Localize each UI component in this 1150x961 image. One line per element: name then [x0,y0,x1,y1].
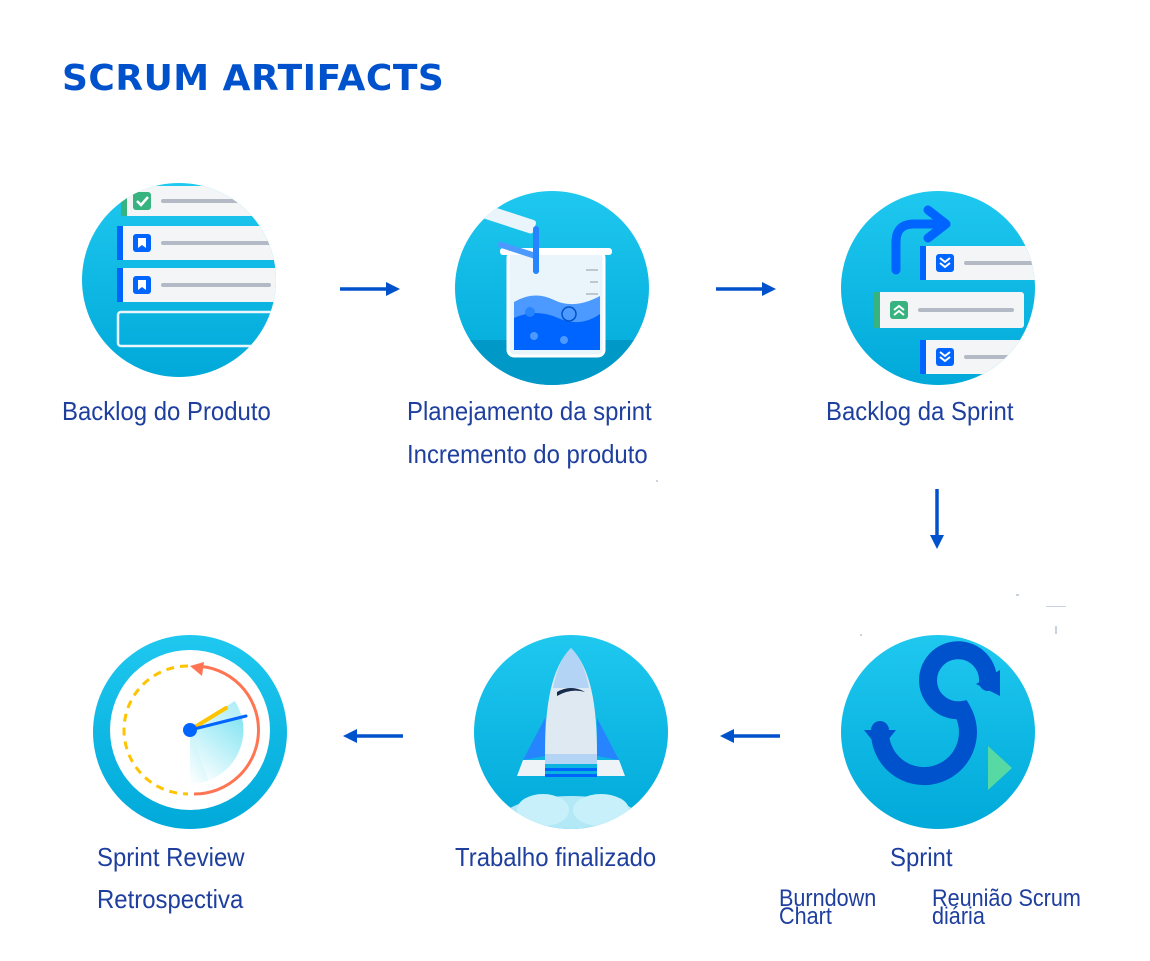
label-planejamento-sprint: Planejamento da sprint [407,396,652,426]
label-sprint-review: Sprint Review [97,842,245,872]
sprint-loop-icon [841,635,1035,829]
prioritized-list-icon [841,191,1035,385]
stopwatch-icon [93,635,287,829]
beaker-icon [455,191,649,385]
label-reuniao: Reunião Scrum diária [932,885,1081,930]
arrow-down [930,489,944,549]
arrow-right-1 [340,282,400,296]
decorative-speck [1016,594,1019,596]
label-reuniao-line2: diária [932,903,985,930]
label-incremento-produto: Incremento do produto [407,439,648,469]
label-retrospectiva: Retrospectiva [97,884,244,914]
label-backlog-produto: Backlog do Produto [62,396,271,426]
arrow-left-2 [343,729,403,743]
label-trabalho-finalizado: Trabalho finalizado [455,842,657,872]
decorative-speck [656,480,658,482]
decorative-speck [1046,606,1066,607]
label-burndown-line1: Burndown [779,885,877,912]
arrow-right-2 [716,282,776,296]
page-title: SCRUM ARTIFACTS [62,58,445,99]
checklist-icon [82,183,276,377]
decorative-speck [1055,626,1057,634]
label-burndown: Burndown Chart [779,885,877,930]
rocket-icon [474,635,668,829]
label-reuniao-line1: Reunião Scrum [932,885,1081,912]
label-burndown-line2: Chart [779,903,832,930]
label-sprint: Sprint [890,842,953,872]
decorative-speck [860,634,862,636]
arrow-left-1 [720,729,780,743]
label-backlog-sprint: Backlog da Sprint [826,396,1014,426]
